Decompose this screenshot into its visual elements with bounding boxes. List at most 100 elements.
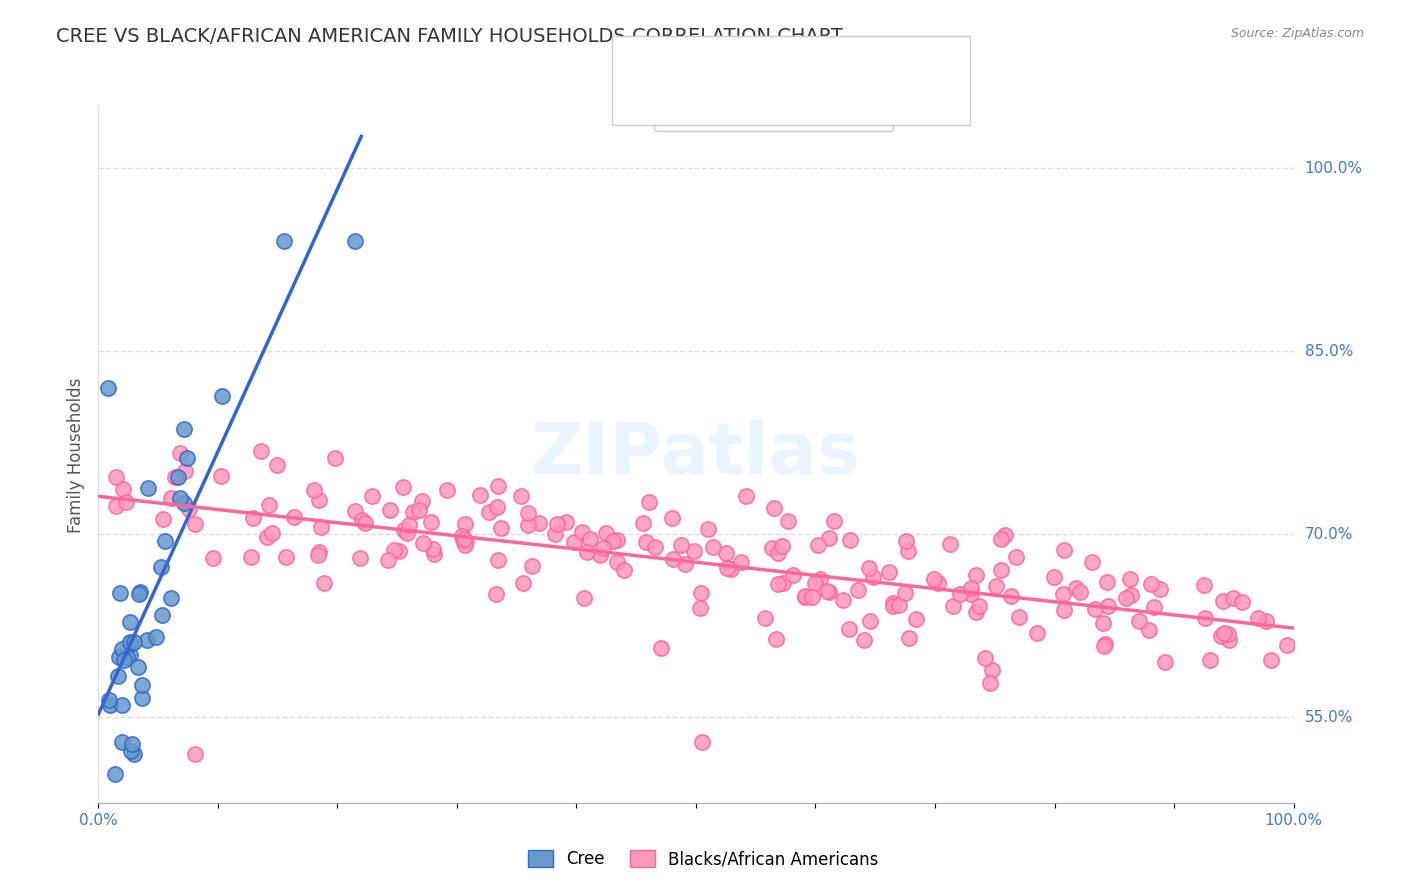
Point [239,550,262,565]
Point [108,649,131,664]
Point [173,422,195,436]
Point [201,550,224,565]
Point [259,498,281,512]
Point [572,591,595,606]
Point [149,560,172,574]
Point [107,669,129,683]
Point [395,525,418,540]
Point [690,586,713,600]
Point [1042,570,1064,584]
Point [118,635,141,649]
Point [949,587,972,601]
Point [118,648,141,662]
Point [110,698,132,713]
Point [453,533,475,547]
Point [349,551,371,566]
Point [1115,591,1137,606]
Point [450,529,472,543]
Point [124,634,146,648]
Point [762,501,785,516]
Point [817,584,839,599]
Point [942,599,965,614]
Point [104,766,127,780]
Point [896,534,918,549]
Point [1092,640,1115,654]
Point [768,546,790,560]
Point [766,577,789,591]
Point [555,515,578,529]
Point [128,587,150,601]
Point [136,481,159,495]
Point [97,381,120,395]
Point [898,631,921,645]
Point [1260,653,1282,667]
Point [118,615,141,629]
Point [117,650,139,665]
Point [772,575,794,590]
Point [595,526,617,541]
Point [453,532,475,546]
Point [1218,632,1240,647]
Point [905,611,928,625]
Point [831,592,853,607]
Point [927,576,949,591]
Point [838,622,860,636]
Point [1275,638,1298,652]
Point [485,587,508,601]
Point [135,632,157,647]
Point [308,545,330,559]
Point [392,480,415,494]
Point [793,590,815,604]
Point [128,585,150,599]
Point [894,586,917,600]
Point [858,560,880,574]
Point [160,591,183,605]
Point [1007,609,1029,624]
Point [173,496,195,510]
Point [1026,626,1049,640]
Point [153,534,176,549]
Point [807,538,830,552]
Point [112,653,135,667]
Point [661,511,683,525]
Point [897,543,920,558]
Point [422,541,444,556]
Point [1005,550,1028,565]
Point [994,527,1017,541]
Point [114,495,136,509]
Point [183,747,205,761]
Point [307,548,329,562]
Point [436,483,458,498]
Point [111,735,134,749]
Point [468,488,491,502]
Point [488,479,510,493]
Point [478,505,501,519]
Point [127,659,149,673]
Point [412,535,434,549]
Point [491,521,513,535]
Point [411,493,433,508]
Point [754,610,776,624]
Point [544,527,567,541]
Point [456,533,478,548]
Point [273,235,295,249]
Point [1192,578,1215,592]
Y-axis label: Family Households: Family Households [66,377,84,533]
Point [720,562,742,576]
Point [606,555,628,569]
Point [159,491,181,505]
Point [922,572,945,586]
Point [150,607,173,622]
Point [131,691,153,706]
Point [1064,582,1087,596]
Point [382,542,405,557]
Point [377,553,399,567]
Point [974,651,997,665]
Point [661,552,683,566]
Point [312,575,335,590]
Point [730,555,752,569]
Point [169,446,191,460]
Point [174,464,197,478]
Text: 70.0%: 70.0% [1305,527,1353,541]
Point [517,517,540,532]
